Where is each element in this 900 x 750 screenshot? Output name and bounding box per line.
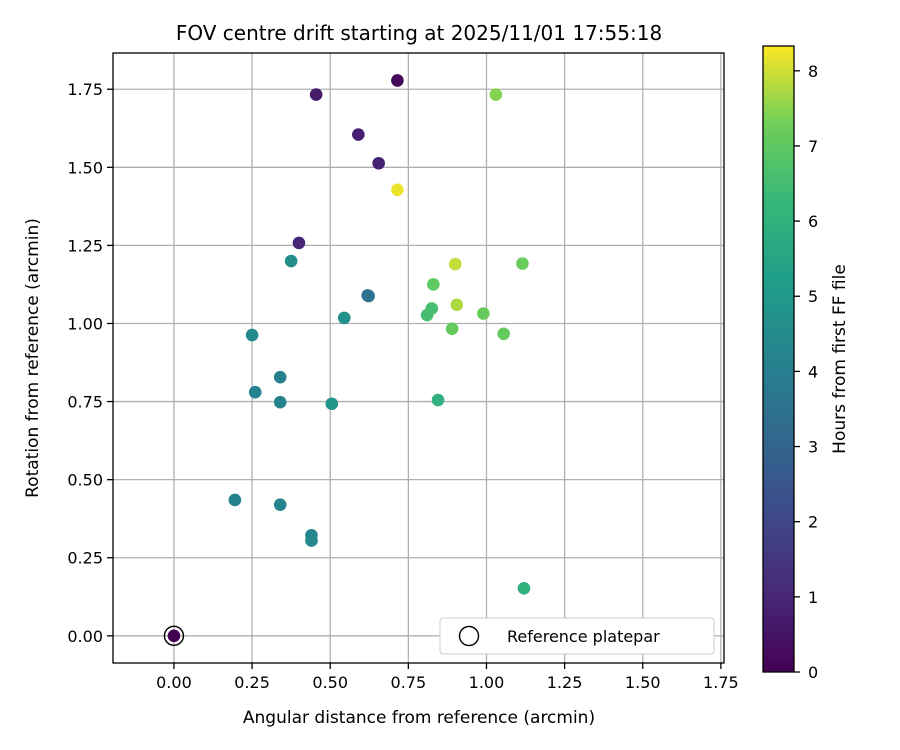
data-point — [284, 254, 298, 268]
legend-marker-icon — [458, 625, 480, 647]
legend-entry-reference-platepar: Reference platepar — [507, 627, 660, 646]
y-tick-label: 1.00 — [67, 314, 103, 333]
data-point — [517, 582, 531, 595]
y-tick-label: 0.25 — [67, 549, 103, 568]
colorbar-tick-label: 2 — [808, 513, 818, 532]
data-points — [163, 74, 531, 647]
x-tick-label: 0.50 — [312, 673, 348, 692]
data-point — [305, 534, 318, 547]
colorbar-label: Hours from first FF file — [830, 264, 850, 454]
data-point — [450, 298, 464, 312]
y-tick-label: 0.00 — [67, 627, 103, 646]
x-tick-label: 0.25 — [234, 673, 270, 692]
legend: Reference platepar — [439, 617, 715, 655]
data-point — [337, 311, 351, 325]
data-point — [245, 328, 259, 342]
colorbar-tick-label: 7 — [808, 137, 818, 156]
data-point — [431, 393, 445, 407]
colorbar-tick-label: 0 — [808, 663, 818, 682]
y-axis-label: Rotation from reference (arcmin) — [23, 218, 43, 498]
data-point — [273, 370, 287, 384]
x-tick-label: 0.75 — [391, 673, 427, 692]
y-tick-label: 1.50 — [67, 158, 103, 177]
colorbar-tick-label: 5 — [808, 287, 818, 306]
x-tick-label: 1.25 — [547, 673, 583, 692]
axis-ticks: 0.00 0.25 0.50 0.75 1.00 1.25 1.50 1.75 0.00 0.25… — [67, 80, 738, 692]
colorbar-tick-label: 3 — [808, 438, 818, 457]
y-tick-label: 1.75 — [67, 80, 103, 99]
x-tick-label: 1.75 — [703, 673, 739, 692]
data-point — [477, 307, 490, 320]
data-point — [167, 629, 181, 643]
y-tick-label: 0.75 — [67, 393, 103, 412]
data-point — [273, 498, 287, 511]
x-tick-label: 1.50 — [625, 673, 661, 692]
data-point — [516, 257, 529, 270]
grid — [113, 53, 724, 663]
colorbar: 0 1 2 3 4 5 6 7 8 Hours from first FF file — [762, 45, 850, 682]
data-point — [425, 302, 439, 315]
data-point — [309, 88, 323, 101]
data-point — [292, 236, 306, 250]
data-point — [352, 128, 365, 141]
data-point — [228, 493, 242, 507]
y-tick-label: 0.50 — [67, 471, 103, 490]
plot-frame — [112, 52, 725, 664]
data-point — [248, 385, 262, 399]
data-point — [448, 257, 462, 271]
data-point — [497, 327, 510, 341]
colorbar-tick-label: 1 — [808, 588, 818, 607]
colorbar-tick-label: 4 — [808, 362, 818, 381]
x-tick-label: 0.00 — [156, 673, 192, 692]
colorbar-ticks: 0 1 2 3 4 5 6 7 8 — [794, 62, 818, 682]
data-point — [445, 322, 459, 336]
data-point — [489, 88, 503, 101]
data-point — [391, 74, 404, 87]
x-axis-label: Angular distance from reference (arcmin) — [243, 708, 595, 728]
data-point — [273, 395, 287, 409]
data-point — [362, 289, 375, 303]
data-point — [391, 183, 404, 197]
data-point — [427, 278, 440, 291]
y-tick-label: 1.25 — [67, 236, 103, 255]
chart-title: FOV centre drift starting at 2025/11/01 … — [176, 21, 662, 45]
colorbar-tick-label: 8 — [808, 62, 818, 81]
colorbar-tick-label: 6 — [808, 212, 818, 231]
colorbar-gradient — [762, 45, 795, 673]
reference-marker — [163, 625, 185, 647]
x-tick-label: 1.00 — [469, 673, 505, 692]
data-point — [372, 156, 385, 170]
data-point — [325, 397, 339, 411]
legend-box — [439, 617, 715, 655]
